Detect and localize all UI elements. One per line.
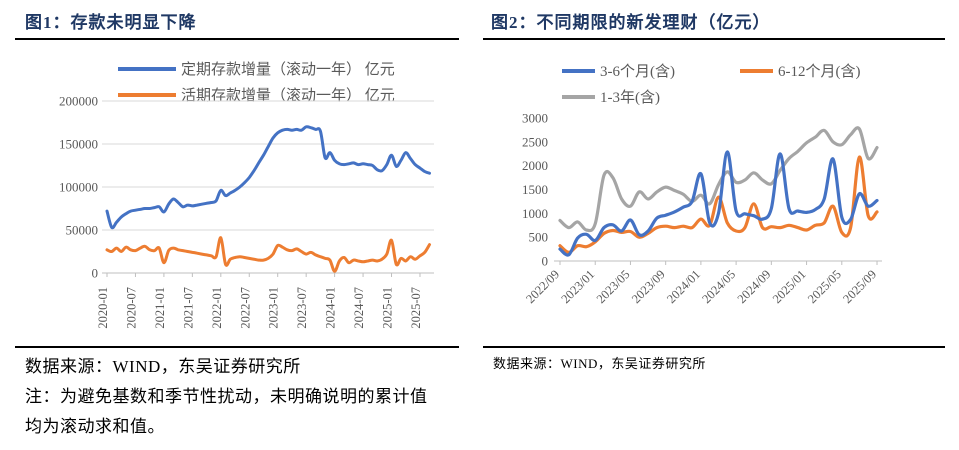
y-axis-label: 1000 [522, 206, 548, 221]
figure1-note-line1: 注：为避免基数和季节性扰动，未明确说明的累计值 [25, 387, 428, 406]
figure2-title-rule [483, 38, 945, 40]
x-axis-label: 2021-07 [181, 287, 195, 329]
y-axis-label: 50000 [66, 223, 99, 238]
figure2-source: 数据来源：WIND，东吴证券研究所 [493, 356, 706, 371]
x-axis-label: 2020-07 [124, 287, 138, 329]
x-axis-label: 2025-07 [409, 287, 423, 329]
series-line-chart1-0 [105, 125, 431, 230]
x-axis-label: 2022/09 [523, 267, 562, 306]
figure2-title: 图2：不同期限的新发理财（亿元） [491, 13, 771, 32]
x-axis-label: 2023-01 [267, 287, 281, 329]
x-axis-label: 2022-07 [238, 287, 252, 329]
y-axis-label: 2000 [522, 158, 548, 173]
legend-label-chart1-0: 定期存款增量（滚动一年） 亿元 [181, 61, 395, 78]
figure1-footer-rule [15, 346, 459, 348]
series-line-chart2-2 [558, 126, 879, 233]
legend-label-chart2-0: 3-6个月(含) [600, 63, 675, 80]
x-axis-label: 2024/01 [664, 267, 703, 306]
x-axis-label: 2025/09 [840, 267, 879, 306]
x-axis-label: 2024/05 [699, 267, 738, 306]
figure1-title-rule [15, 38, 459, 40]
figure1-note-line2: 均为滚动求和值。 [25, 417, 165, 436]
x-axis-label: 2025/05 [805, 267, 844, 306]
y-axis-label: 500 [529, 230, 549, 245]
y-axis-label: 1500 [522, 182, 548, 197]
x-axis-label: 2022-01 [210, 287, 224, 329]
x-axis-label: 2020-01 [96, 287, 110, 329]
figure1-title: 图1：存款未明显下降 [25, 13, 197, 32]
x-axis-label: 2024/09 [735, 267, 774, 306]
legend-label-chart2-2: 1-3年(含) [600, 89, 660, 106]
figure1-source: 数据来源：WIND，东吴证券研究所 [25, 357, 301, 376]
x-axis-label: 2023/05 [594, 267, 633, 306]
y-axis-label: 3000 [522, 111, 548, 126]
y-axis-label: 0 [92, 266, 99, 281]
y-axis-label: 100000 [59, 180, 98, 195]
x-axis-label: 2025-01 [381, 287, 395, 329]
x-axis-label: 2023/01 [558, 267, 597, 306]
x-axis-label: 2025/01 [770, 267, 809, 306]
y-axis-label: 200000 [59, 94, 98, 109]
y-axis-label: 150000 [59, 137, 98, 152]
x-axis-label: 2024-01 [324, 287, 338, 329]
x-axis-label: 2023-07 [295, 287, 309, 329]
figure2-chart: 3-6个月(含) 6-12个月(含) 1-3年(含) 0 500 1000 1500 2000… [522, 63, 882, 306]
legend-label-chart1-1: 活期存款增量（滚动一年） 亿元 [181, 87, 395, 104]
series-line-chart1-1 [105, 236, 431, 273]
y-axis-label: 2500 [522, 134, 548, 149]
x-axis-label: 2021-01 [153, 287, 167, 329]
series-line-chart2-0 [558, 150, 879, 257]
y-axis-label: 0 [542, 254, 549, 269]
legend-label-chart2-1: 6-12个月(含) [778, 63, 861, 80]
x-axis-label: 2024-07 [352, 287, 366, 329]
figure2-footer-rule [483, 346, 945, 348]
x-axis-label: 2023/09 [629, 267, 668, 306]
series-line-chart2-1 [558, 155, 879, 254]
